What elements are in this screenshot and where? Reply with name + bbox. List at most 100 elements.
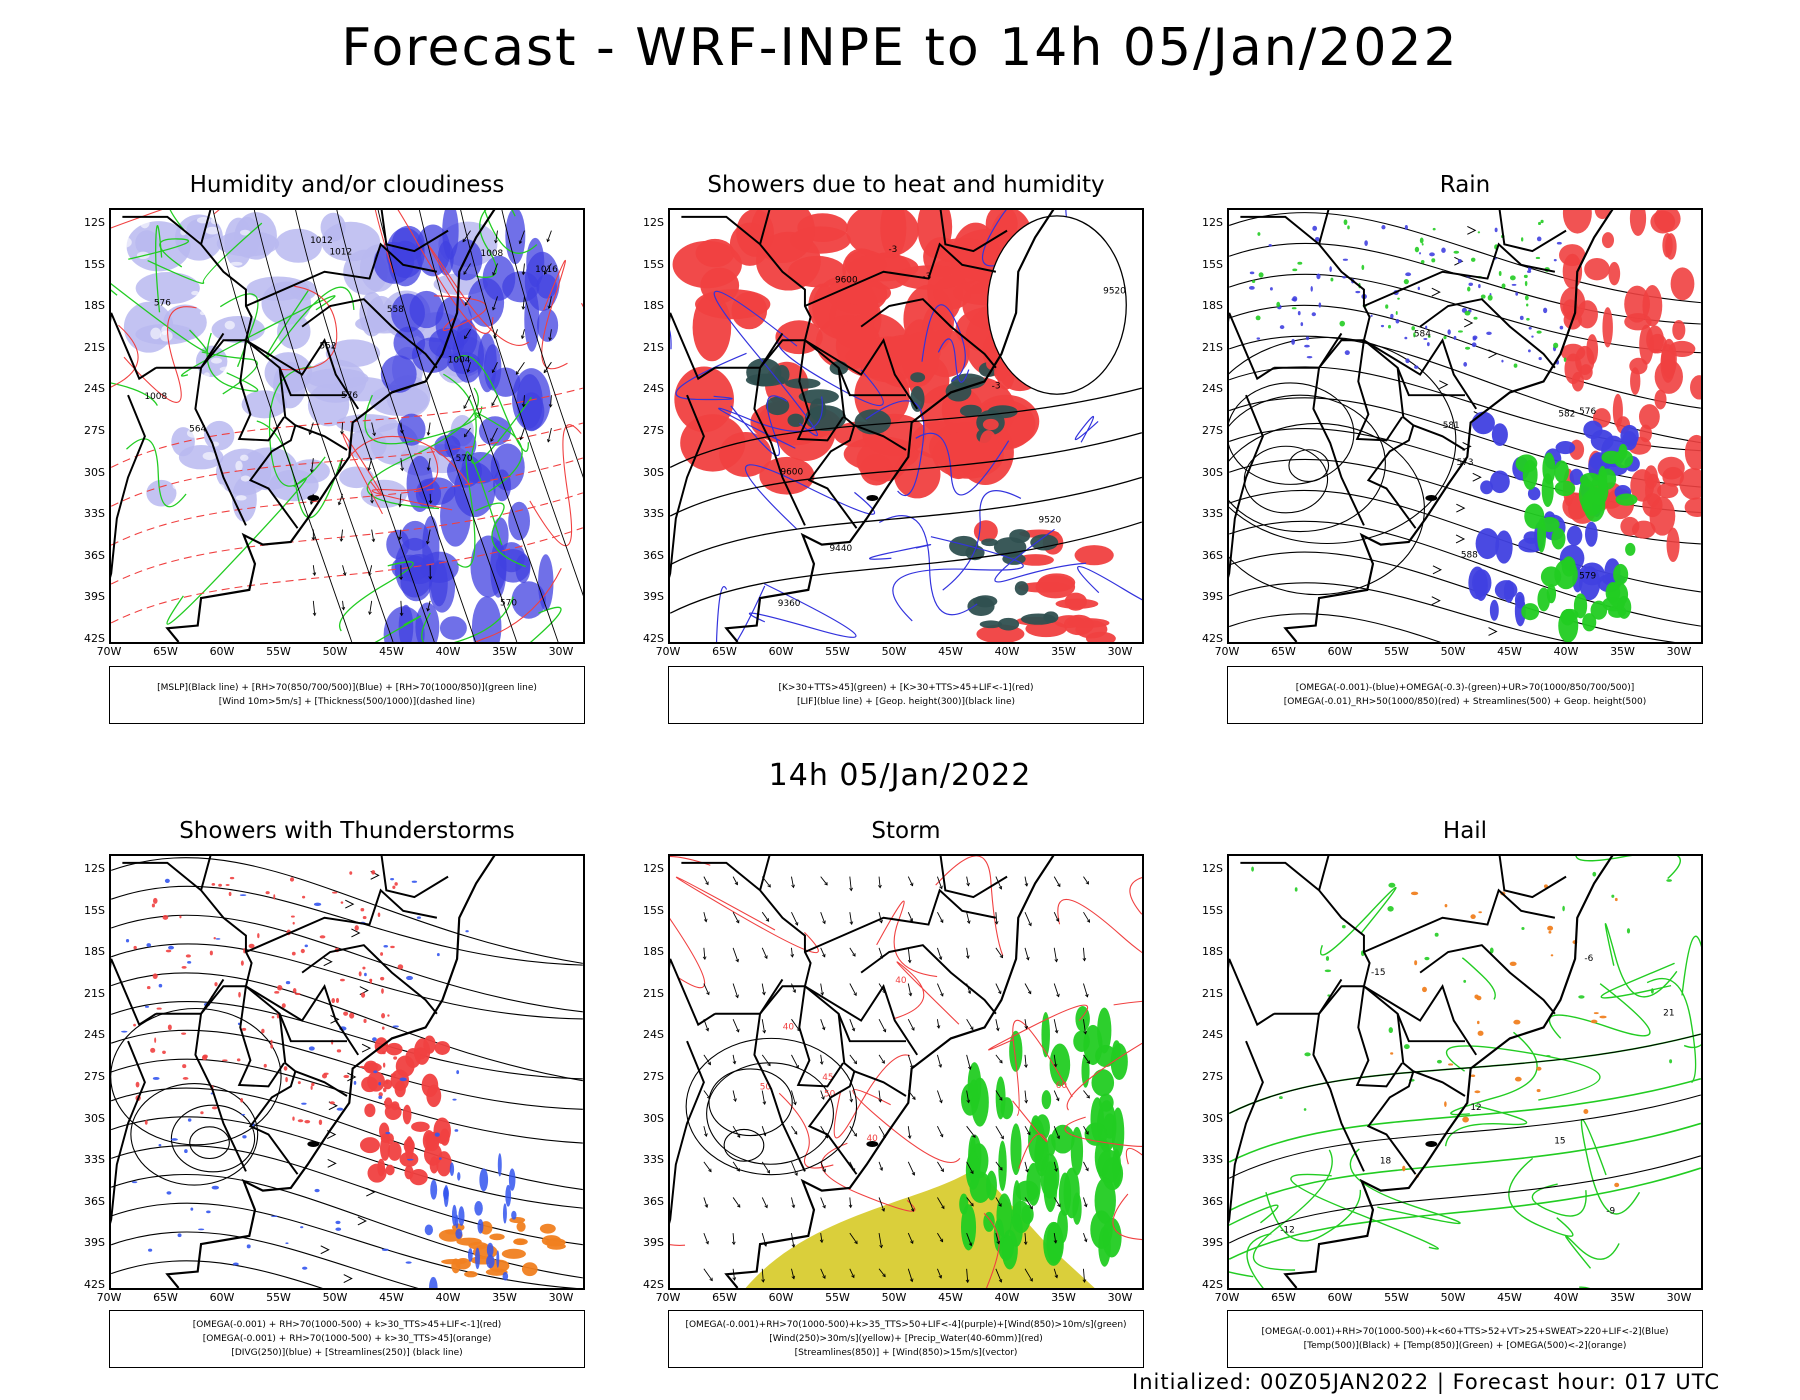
showers-red-area — [695, 289, 771, 320]
wind-vector-head — [907, 959, 912, 964]
contour-label: 50 — [824, 1089, 836, 1099]
wind-vector — [312, 565, 316, 576]
wind-vector-head — [1028, 922, 1032, 927]
wind-vector-head — [999, 1059, 1003, 1064]
wind-vector — [703, 876, 709, 885]
wind-vector-head — [792, 989, 797, 994]
longitude-tick-label: 40W — [1553, 645, 1579, 658]
clear-patch — [212, 626, 225, 639]
tstorm-red-dots — [165, 949, 172, 953]
mslp-isobar — [501, 210, 583, 479]
rain-blue-area — [1584, 521, 1598, 547]
divergence-blue — [383, 944, 389, 948]
longitude-tick-label: 65W — [712, 1291, 737, 1304]
tstorm-orange-area — [545, 1238, 566, 1247]
wind-vector — [995, 1232, 1000, 1244]
latitude-tick-label: 18S — [84, 945, 105, 959]
clear-patch — [122, 621, 137, 627]
wind-vector-head — [372, 432, 376, 437]
wind-vector-head — [910, 1208, 915, 1212]
contour-label: 564 — [189, 424, 206, 434]
rh-low-level-contour — [339, 561, 414, 632]
wind-vector — [791, 1268, 795, 1279]
rain-red-area — [1630, 367, 1641, 395]
contour-label: -3 — [922, 272, 931, 282]
tstorm-red-dots — [332, 891, 338, 894]
latitude-tick-label: 39S — [84, 1236, 105, 1250]
wind-vector — [1053, 1161, 1058, 1172]
latitude-tick-label: 30S — [643, 465, 664, 479]
tstorm-red-dots — [238, 991, 241, 998]
wind-vector-head — [737, 1204, 741, 1208]
wind-vector — [966, 876, 969, 886]
tstorm-red-dots — [135, 1081, 140, 1088]
wind-vector — [732, 983, 739, 998]
showers-red-area — [1075, 620, 1108, 639]
political-border — [759, 210, 771, 245]
rain-blue-dots — [1511, 283, 1517, 286]
rh-low-level-contour — [421, 596, 514, 642]
rain-green-dots — [1291, 307, 1297, 310]
wind-vector — [519, 230, 525, 244]
wind-vector-head — [1085, 1167, 1089, 1172]
wind-vector-head — [705, 1240, 709, 1245]
rain-red-area — [1602, 307, 1613, 348]
tstorm-red-area — [385, 1042, 403, 1056]
wind-vector-head — [822, 953, 826, 958]
political-border — [1396, 1013, 1465, 1043]
wind-vector-head — [970, 1026, 974, 1031]
tstorm-red-dots — [382, 1062, 386, 1068]
wind-vector — [878, 1268, 886, 1277]
rain-green-dots — [1465, 346, 1471, 350]
wind-vector — [761, 1090, 766, 1105]
wind-vector-head — [492, 272, 496, 276]
latitude-tick-label: 33S — [84, 1153, 105, 1167]
wind-vector — [820, 1161, 826, 1172]
wind-vector — [1024, 1090, 1027, 1103]
wind-vector-head — [426, 607, 430, 612]
geop-height-500 — [1229, 394, 1386, 533]
latitude-tick-label: 42S — [643, 1278, 664, 1291]
divergence-blue — [385, 1131, 391, 1135]
temp-850-contour — [1508, 1157, 1574, 1237]
showers-green-area — [910, 372, 926, 383]
wind-vector-head — [941, 1205, 945, 1210]
divergence-blue — [399, 1077, 407, 1082]
political-border — [804, 984, 919, 1056]
rain-green-dots — [1467, 286, 1471, 292]
rain-green-dots — [1464, 310, 1471, 316]
thickness-contour — [474, 568, 562, 642]
clear-patch — [223, 409, 237, 419]
rain-blue-dots — [1423, 338, 1428, 340]
thickness-contour — [433, 295, 487, 331]
rain-green-dots — [1432, 227, 1436, 231]
clear-patch — [207, 554, 214, 566]
longitude-tick-label: 35W — [1051, 645, 1076, 658]
rain-red-area — [1684, 434, 1701, 471]
lif-contour — [675, 352, 747, 401]
wind-vector — [907, 1054, 913, 1069]
wind-vector — [878, 1018, 886, 1032]
rh-high-light — [261, 281, 312, 326]
rain-blue-dots — [1528, 349, 1531, 353]
wind-vector — [732, 1125, 741, 1138]
divergence-blue — [378, 1082, 382, 1086]
wind-vector-head — [791, 884, 795, 889]
tstorm-orange-area — [445, 1229, 459, 1235]
clear-patch — [143, 513, 151, 519]
rain-green-dots — [1553, 342, 1559, 349]
political-border — [380, 856, 449, 899]
rain-blue-dots — [1342, 276, 1347, 279]
wind-vector-head — [1053, 1063, 1058, 1068]
wind-vector-head — [970, 1202, 974, 1207]
longitude-tick-label: 55W — [1384, 1291, 1409, 1304]
divergence-blue — [502, 1272, 509, 1281]
wind-vector — [547, 427, 552, 442]
streamline — [111, 1202, 578, 1288]
wind-vector-head — [907, 1135, 912, 1139]
thickness-contour — [581, 302, 583, 308]
wind-vector-head — [940, 1168, 944, 1173]
wind-vector — [936, 1019, 940, 1029]
